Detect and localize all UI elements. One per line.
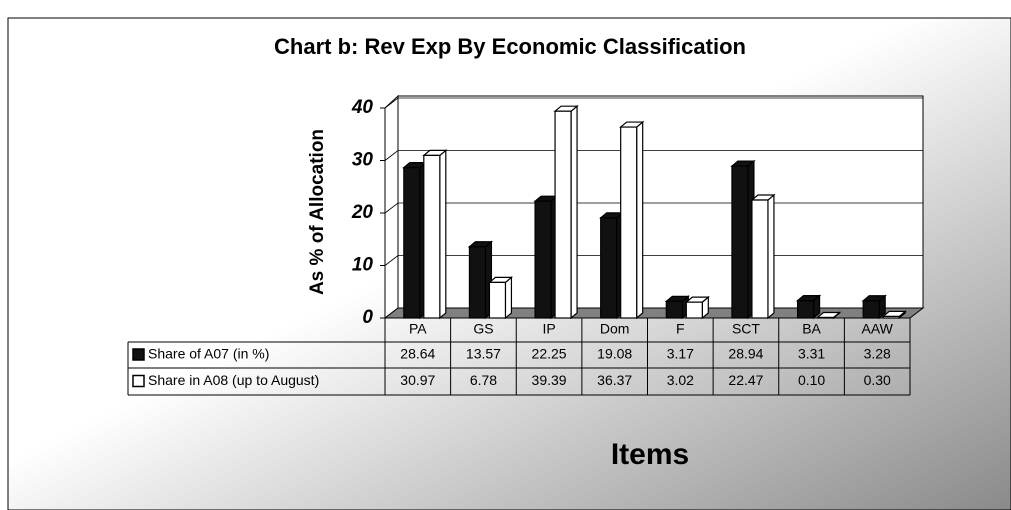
bar bbox=[862, 300, 880, 319]
x-tick-label: SCT bbox=[732, 321, 760, 337]
y-axis-title: As % of Allocation bbox=[307, 129, 328, 295]
bar bbox=[751, 199, 769, 319]
legend-key bbox=[132, 348, 145, 361]
table-cell: 3.17 bbox=[667, 346, 694, 362]
x-axis-title: Items bbox=[611, 438, 689, 471]
table-cell: 28.64 bbox=[400, 346, 435, 362]
y-tick-label: 20 bbox=[351, 202, 374, 223]
bar bbox=[620, 126, 638, 319]
table-cell: 0.10 bbox=[798, 372, 825, 388]
bar-side bbox=[570, 104, 578, 320]
table-cell: 13.57 bbox=[466, 346, 501, 362]
table-cell: 6.78 bbox=[470, 372, 497, 388]
bar-side bbox=[636, 120, 644, 320]
y-tick-label: 40 bbox=[351, 97, 374, 118]
y-tick-label: 10 bbox=[352, 255, 374, 276]
x-tick-label: IP bbox=[542, 321, 555, 337]
table-cell: 30.97 bbox=[400, 372, 435, 388]
legend-key bbox=[132, 374, 145, 388]
table-cell: 0.30 bbox=[864, 372, 891, 388]
table-cell: 22.47 bbox=[728, 372, 763, 388]
y-tick-label: 30 bbox=[352, 150, 374, 171]
side-wall bbox=[384, 94, 399, 320]
y-tick-label: 0 bbox=[362, 307, 373, 328]
bar bbox=[403, 167, 421, 319]
floor bbox=[383, 307, 925, 319]
x-tick-label: F bbox=[676, 321, 685, 337]
table-cell: 28.94 bbox=[728, 346, 763, 362]
table-cell: 22.25 bbox=[532, 346, 567, 362]
chart-title: Chart b: Rev Exp By Economic Classificat… bbox=[274, 34, 746, 59]
bar bbox=[685, 301, 703, 319]
grid-line bbox=[384, 97, 923, 109]
legend-label: Share of A07 (in %) bbox=[148, 346, 269, 362]
table-cell: 3.28 bbox=[864, 346, 891, 362]
x-tick-label: PA bbox=[409, 321, 427, 337]
bar bbox=[731, 165, 749, 319]
bar bbox=[468, 246, 487, 319]
grid-line bbox=[384, 150, 923, 161]
bar-side bbox=[504, 276, 513, 320]
table-cell: 36.37 bbox=[597, 372, 632, 388]
x-tick-label: Dom bbox=[600, 321, 630, 337]
bar bbox=[796, 300, 815, 319]
bar bbox=[423, 154, 441, 319]
x-tick-label: GS bbox=[473, 321, 493, 337]
legend-label: Share in A08 (up to August) bbox=[148, 372, 319, 388]
bar-side bbox=[767, 193, 775, 320]
x-tick-label: BA bbox=[802, 321, 821, 337]
bar-side bbox=[439, 149, 447, 320]
bar bbox=[665, 300, 683, 319]
table-cell: 39.39 bbox=[532, 372, 567, 388]
bar bbox=[554, 110, 572, 319]
bar bbox=[600, 217, 618, 319]
table-cell: 19.08 bbox=[597, 346, 632, 362]
bar bbox=[534, 200, 552, 319]
table-cell: 3.02 bbox=[667, 372, 694, 388]
bar bbox=[488, 281, 507, 319]
x-tick-label: AAW bbox=[862, 321, 894, 337]
table-cell: 3.31 bbox=[798, 346, 825, 362]
